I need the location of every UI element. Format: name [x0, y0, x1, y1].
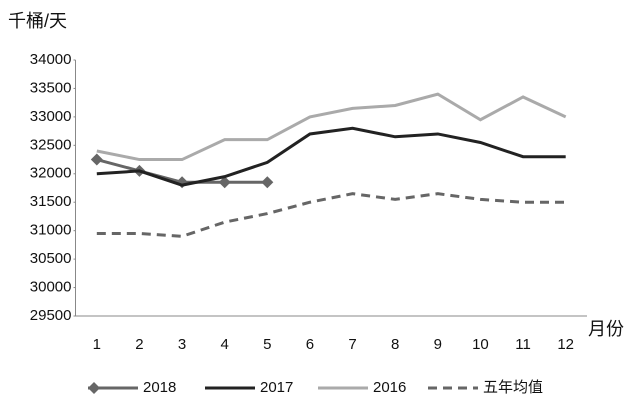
x-tick-label: 10: [472, 336, 489, 353]
series-line: [96, 192, 566, 238]
y-tick-label: 33000: [30, 108, 72, 125]
x-tick-label: 3: [178, 336, 186, 353]
x-tick-label: 5: [263, 336, 271, 353]
legend-label: 2017: [260, 379, 293, 396]
series-marker: [261, 176, 274, 189]
y-axis-label: 千桶/天: [8, 11, 67, 31]
y-tick-label: 31500: [30, 193, 72, 210]
x-tick-label: 7: [348, 336, 356, 353]
legend-label: 五年均值: [483, 379, 543, 396]
y-tick-label: 29500: [30, 307, 72, 324]
legend-label: 2018: [143, 379, 176, 396]
series-line: [96, 126, 566, 187]
x-tick-label: 2: [135, 336, 143, 353]
y-tick-label: 30500: [30, 250, 72, 267]
y-tick-label: 32000: [30, 165, 72, 182]
x-tick-label: 8: [391, 336, 399, 353]
series-marker: [90, 153, 103, 166]
x-tick-label: 11: [515, 336, 531, 353]
y-tick-label: 30000: [30, 279, 72, 296]
x-axis-label: 月份: [588, 319, 624, 339]
series-line: [96, 92, 567, 162]
y-tick-label: 32500: [30, 136, 72, 153]
y-tick-label: 34000: [30, 51, 72, 68]
series-marker: [218, 176, 231, 189]
legend-marker: [88, 382, 100, 394]
x-tick-label: 6: [306, 336, 314, 353]
x-tick-label: 12: [557, 336, 574, 353]
x-tick-label: 4: [221, 336, 229, 353]
y-tick-label: 33500: [30, 79, 72, 96]
legend-label: 2016: [373, 379, 406, 396]
x-tick-label: 9: [434, 336, 442, 353]
y-tick-label: 31000: [30, 222, 72, 239]
x-tick-label: 1: [93, 336, 101, 353]
